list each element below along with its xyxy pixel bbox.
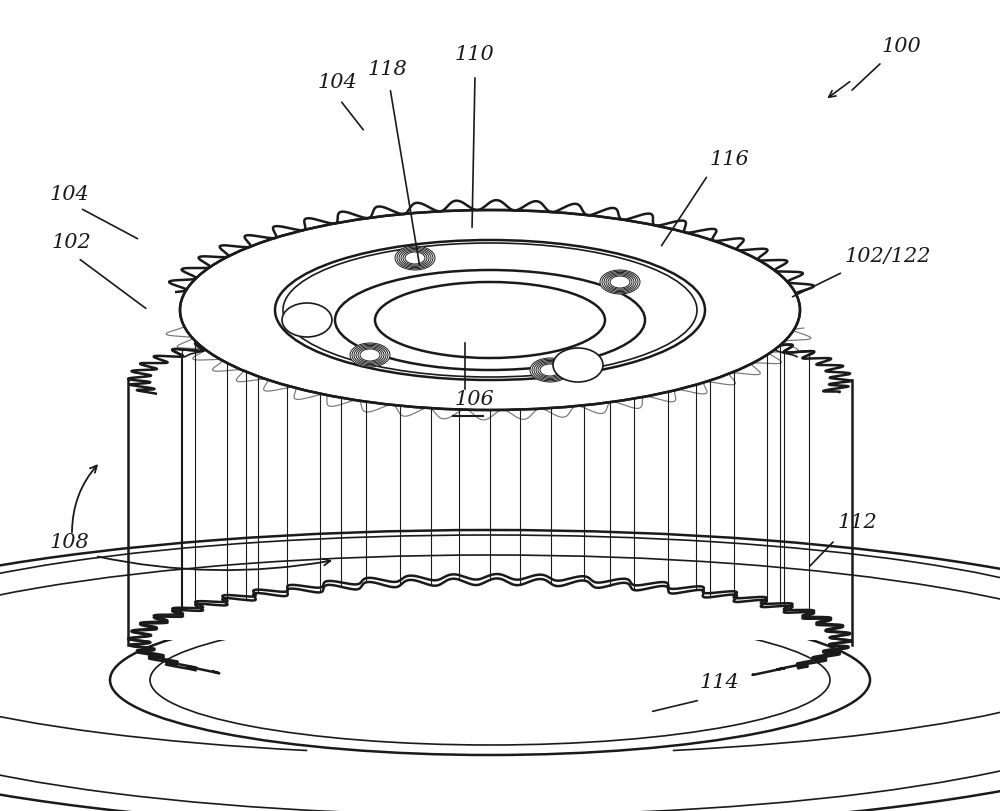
Ellipse shape <box>606 273 634 290</box>
Text: 106: 106 <box>455 390 495 409</box>
Ellipse shape <box>538 363 562 377</box>
Ellipse shape <box>395 246 435 270</box>
Text: 102: 102 <box>52 233 92 252</box>
Ellipse shape <box>354 345 386 365</box>
Ellipse shape <box>403 251 427 265</box>
Polygon shape <box>145 380 835 640</box>
Text: 114: 114 <box>700 673 740 692</box>
Ellipse shape <box>608 275 632 290</box>
Text: 108: 108 <box>50 533 90 552</box>
Ellipse shape <box>401 250 429 266</box>
Text: 104: 104 <box>50 185 90 204</box>
Text: 116: 116 <box>710 150 750 169</box>
Ellipse shape <box>600 270 640 294</box>
Ellipse shape <box>604 272 636 292</box>
Ellipse shape <box>110 605 870 755</box>
Ellipse shape <box>405 252 425 264</box>
Text: 112: 112 <box>838 513 878 532</box>
Text: 118: 118 <box>368 60 408 79</box>
Ellipse shape <box>610 276 630 288</box>
Text: 102/122: 102/122 <box>845 247 932 266</box>
Ellipse shape <box>275 240 705 380</box>
Ellipse shape <box>532 359 568 381</box>
Text: 104: 104 <box>318 73 358 92</box>
Ellipse shape <box>282 303 332 337</box>
Ellipse shape <box>540 364 560 376</box>
Ellipse shape <box>352 344 388 366</box>
Ellipse shape <box>358 348 382 363</box>
Text: 100: 100 <box>882 37 922 56</box>
Ellipse shape <box>397 247 433 268</box>
Ellipse shape <box>530 358 570 382</box>
Ellipse shape <box>375 282 605 358</box>
Ellipse shape <box>180 210 800 410</box>
Ellipse shape <box>553 348 603 382</box>
Ellipse shape <box>350 343 390 367</box>
Ellipse shape <box>335 270 645 370</box>
Text: 110: 110 <box>455 45 495 64</box>
Ellipse shape <box>356 346 384 363</box>
Ellipse shape <box>150 615 830 745</box>
Ellipse shape <box>399 248 431 268</box>
Ellipse shape <box>534 360 566 380</box>
Ellipse shape <box>602 271 638 293</box>
Ellipse shape <box>536 362 564 379</box>
Ellipse shape <box>360 349 380 361</box>
Ellipse shape <box>283 243 697 377</box>
